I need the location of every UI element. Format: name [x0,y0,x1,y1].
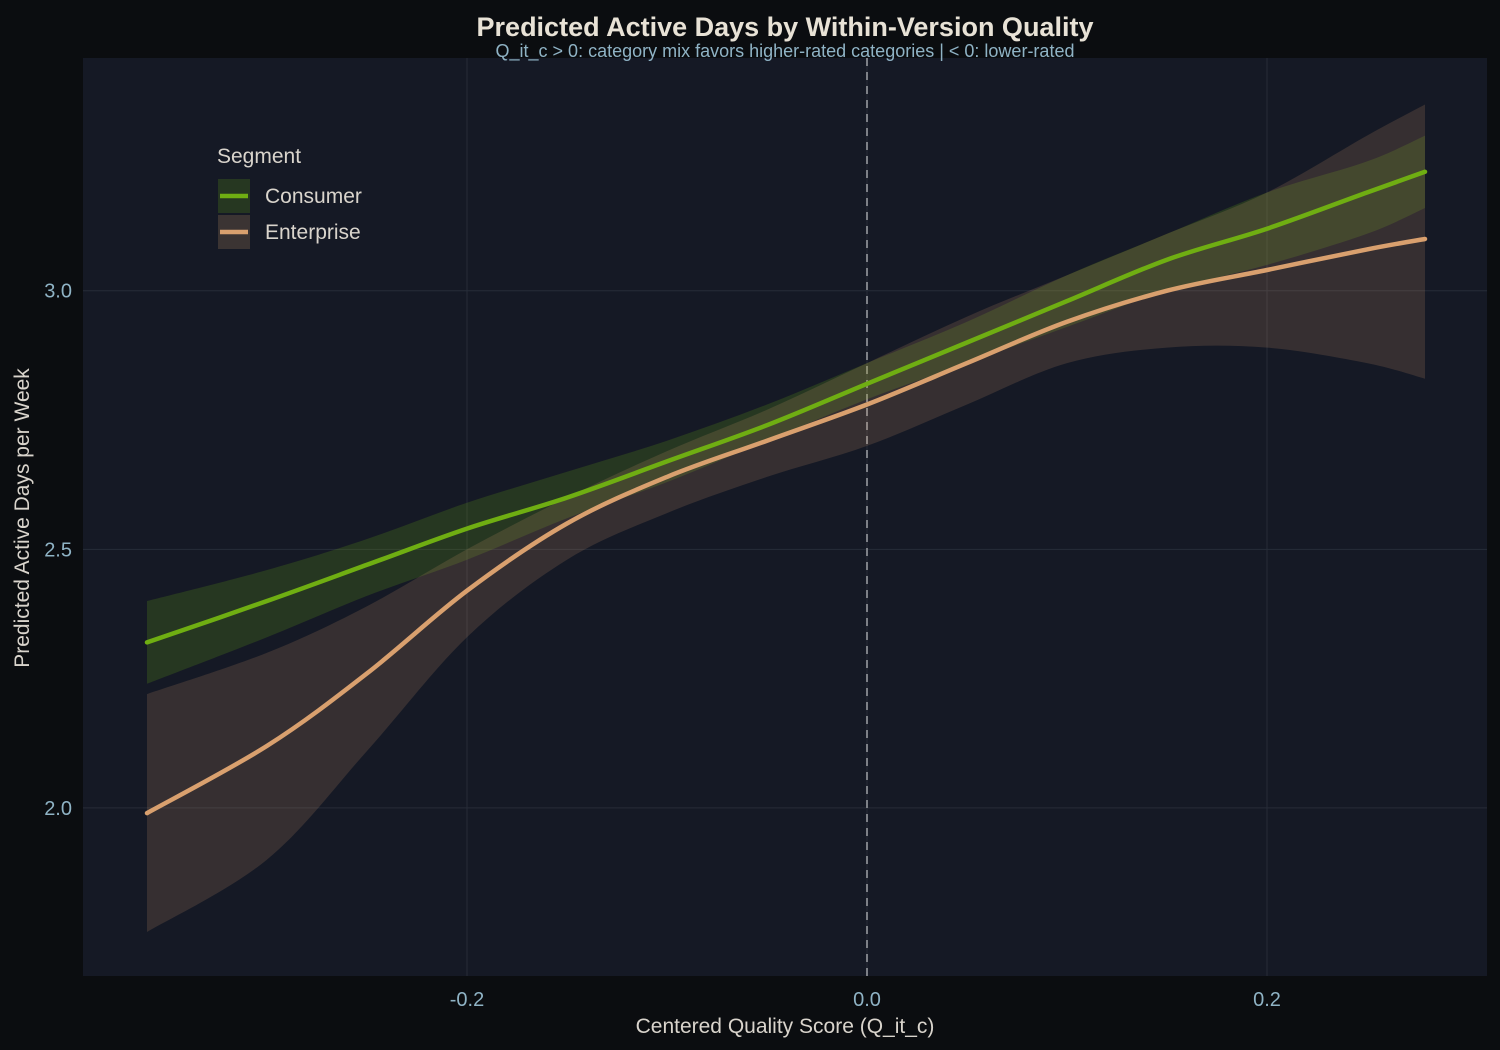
tick-labels: -0.2 0.0 0.2 2.0 2.5 3.0 [44,281,1281,1011]
line-enterprise [144,236,1428,816]
chart-title: Predicted Active Days by Within-Version … [477,12,1094,42]
legend-label-enterprise: Enterprise [265,221,361,244]
x-tick-label: 0.2 [1253,989,1281,1011]
x-tick-label: -0.2 [450,989,484,1011]
confidence-bands [147,104,1425,932]
line-consumer [144,169,1428,645]
legend-label-consumer: Consumer [265,185,362,208]
band-enterprise [147,104,1425,932]
y-axis-label: Predicted Active Days per Week [11,368,34,668]
chart-subtitle: Q_it_c > 0: category mix favors higher-r… [496,41,1075,62]
x-tick-label: 0.0 [853,989,881,1011]
x-axis-label: Centered Quality Score (Q_it_c) [636,1015,935,1038]
legend: Segment Consumer Enterprise [217,145,362,249]
y-tick-label: 2.0 [44,798,72,820]
grid [83,58,1487,976]
y-tick-label: 3.0 [44,281,72,303]
y-tick-label: 2.5 [44,539,72,561]
legend-title: Segment [217,145,301,168]
plot-area [83,58,1487,976]
band-consumer [147,135,1425,684]
series-lines [144,169,1428,816]
